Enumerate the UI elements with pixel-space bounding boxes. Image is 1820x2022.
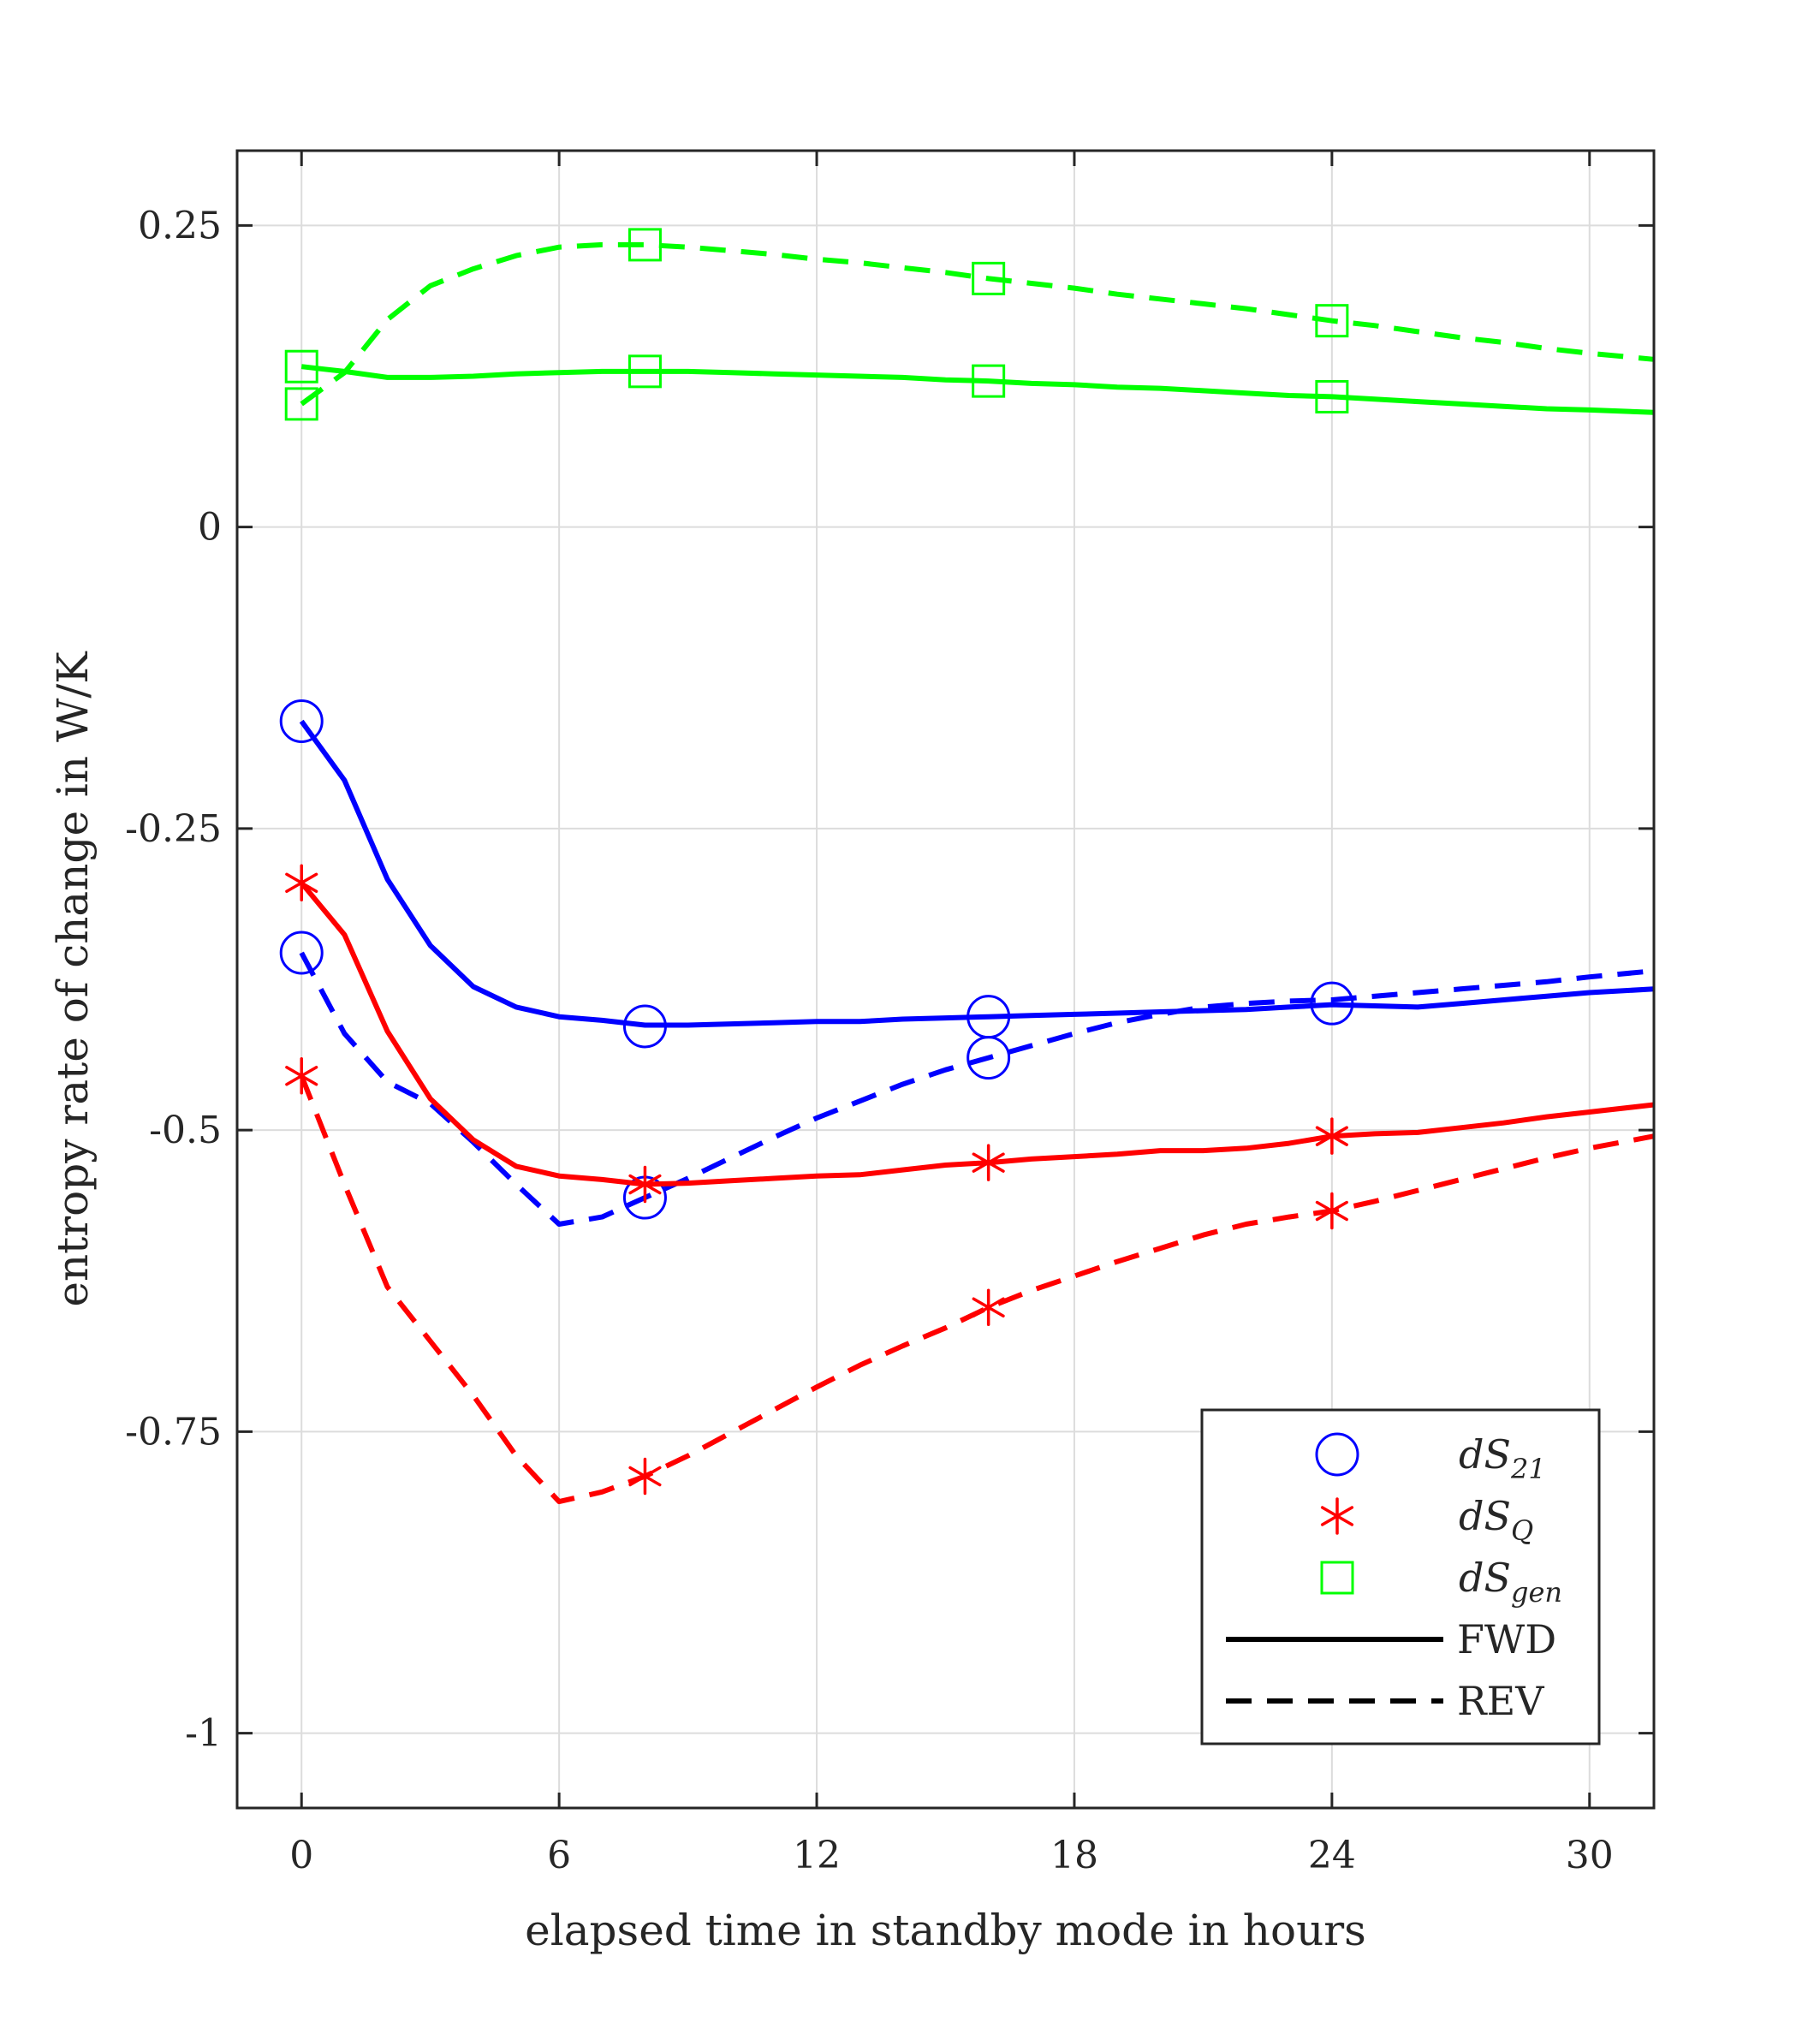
legend-entry: REV [1226,1678,1544,1724]
axes [235,149,1656,1810]
data-point-marker [967,1036,1011,1080]
data-point-marker [284,349,318,384]
data-point-marker [1315,1192,1348,1230]
data-point-marker [972,1288,1005,1327]
legend-entry: dSgen [1320,1555,1562,1609]
asterisk-stroke [972,1297,1005,1318]
y-tick-label: -1 [185,1712,222,1756]
legend-label: dSQ [1459,1493,1533,1547]
y-tick-label: 0 [198,506,222,550]
data-point-marker [1315,304,1349,338]
legend-label-base: dS [1459,1431,1511,1478]
y-tick-label: -0.75 [125,1410,222,1454]
asterisk-stroke [972,1152,1005,1173]
y-tick-label: -0.25 [125,807,222,851]
data-point-marker [279,699,324,743]
asterisk-stroke [1315,1126,1348,1146]
asterisk-stroke [628,1466,662,1487]
data-point-marker [622,1004,667,1049]
asterisk-stroke [628,1174,662,1195]
legend-label-subscript: 21 [1510,1453,1546,1485]
legend-label: dSgen [1459,1555,1562,1609]
plot-area-border [235,149,1656,1810]
legend-label: FWD [1457,1616,1556,1662]
data-point-marker [284,387,318,421]
legend-entry: dSQ [1320,1493,1533,1547]
legend-label-base: dS [1459,1555,1511,1601]
x-tick-label: 0 [289,1834,313,1877]
x-tick-label: 30 [1566,1834,1614,1877]
legend-entry: dS21 [1315,1431,1546,1485]
asterisk-stroke [285,1065,318,1086]
series-line [299,1074,1655,1505]
series-line [300,364,1655,415]
x-axis-label: elapsed time in standby mode in hours [525,1906,1366,1955]
series-line [300,241,1655,407]
data-point-marker [279,931,324,975]
legend-entry: FWD [1226,1616,1556,1662]
legend-label: dS21 [1459,1431,1546,1485]
ticks: 0 6 12 18 24 30 0.25 0 -0.25 -0.5 -0.75 -1 [125,151,1654,1877]
series-dsq-rev [285,1056,1655,1505]
series-dsq-fwd [285,864,1655,1204]
legend-box [1200,1408,1601,1745]
data-point-marker [972,261,1006,295]
data-point-marker [285,1056,318,1095]
legend-label-subscript: gen [1511,1576,1562,1609]
x-tick-label: 18 [1050,1834,1098,1877]
legend-marker [1315,1432,1359,1477]
data-point-marker [628,1165,662,1204]
legend-label-base: dS [1459,1493,1511,1539]
asterisk-stroke [285,872,318,894]
data-point-marker [627,228,662,262]
data-point-marker [1310,981,1354,1026]
legend-label: REV [1457,1678,1544,1724]
series-ds21-rev [279,931,1655,1227]
asterisk-stroke [1320,1506,1354,1526]
data-point-marker [627,354,662,389]
data-point-marker [1315,1117,1348,1155]
data-point-marker [628,1457,662,1496]
asterisk-stroke [1315,1200,1348,1222]
legend-marker [1320,1561,1354,1595]
y-axis-label: entropy rate of change in W/K [48,651,98,1307]
series-dsgen-fwd [284,349,1655,415]
legend-marker [1320,1497,1354,1535]
y-tick-label: -0.5 [149,1109,222,1152]
series-line [299,951,1655,1227]
series-line [299,881,1655,1187]
x-tick-label: 24 [1308,1834,1356,1877]
x-tick-label: 6 [547,1834,571,1877]
y-tick-label: 0.25 [138,204,222,247]
legend-label-subscript: Q [1511,1514,1533,1547]
data-point-marker [972,1144,1005,1181]
series-ds21-fwd [279,699,1655,1049]
series-layer [279,228,1655,1505]
data-point-marker [972,364,1006,398]
data-point-marker [1315,379,1349,413]
series-line [299,719,1655,1028]
data-point-marker [285,864,318,902]
x-tick-label: 12 [793,1834,841,1877]
series-dsgen-rev [284,228,1655,421]
